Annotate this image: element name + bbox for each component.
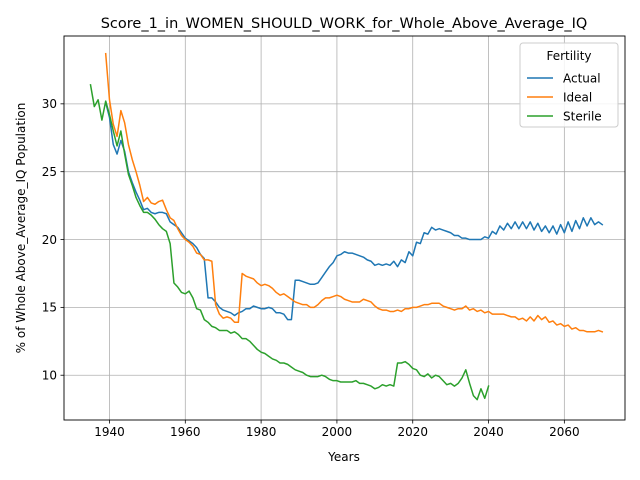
x-tick-label: 1960 bbox=[170, 425, 201, 439]
x-tick-label: 2060 bbox=[549, 425, 580, 439]
x-tick-label: 1980 bbox=[246, 425, 277, 439]
series-line-ideal bbox=[104, 52, 604, 333]
plot-area-frame bbox=[63, 35, 626, 421]
x-tick-label: 2040 bbox=[473, 425, 504, 439]
legend-label-ideal: Ideal bbox=[563, 90, 592, 104]
series-lines bbox=[89, 52, 604, 401]
y-tick-label: 30 bbox=[42, 97, 57, 111]
y-tick-label: 10 bbox=[42, 369, 57, 383]
y-tick-label: 15 bbox=[42, 301, 57, 315]
y-tick-label: 20 bbox=[42, 233, 57, 247]
legend-box bbox=[519, 42, 619, 128]
legend-title: Fertility bbox=[546, 49, 591, 63]
y-tick-label: 25 bbox=[42, 165, 57, 179]
x-axis-label: Years bbox=[327, 450, 360, 464]
x-tick-label: 2000 bbox=[322, 425, 353, 439]
legend-label-sterile: Sterile bbox=[563, 109, 602, 123]
x-tick-label: 1940 bbox=[94, 425, 125, 439]
series-line-sterile bbox=[89, 83, 490, 401]
legend: Fertility Actual Ideal Sterile bbox=[519, 42, 619, 128]
legend-label-actual: Actual bbox=[563, 71, 601, 85]
axis-ticks: 1940 1960 1980 2000 2020 2040 2060 10 15 20 25 30 bbox=[42, 97, 580, 439]
legend-entries: Actual Ideal Sterile bbox=[527, 71, 602, 123]
grid bbox=[64, 36, 625, 420]
chart-title: Score_1_in_WOMEN_SHOULD_WORK_for_Whole_A… bbox=[101, 16, 588, 32]
x-tick-label: 2020 bbox=[397, 425, 428, 439]
series-line-actual bbox=[104, 101, 604, 321]
y-axis-label: % of Whole Above_Average_IQ Population bbox=[14, 103, 28, 354]
